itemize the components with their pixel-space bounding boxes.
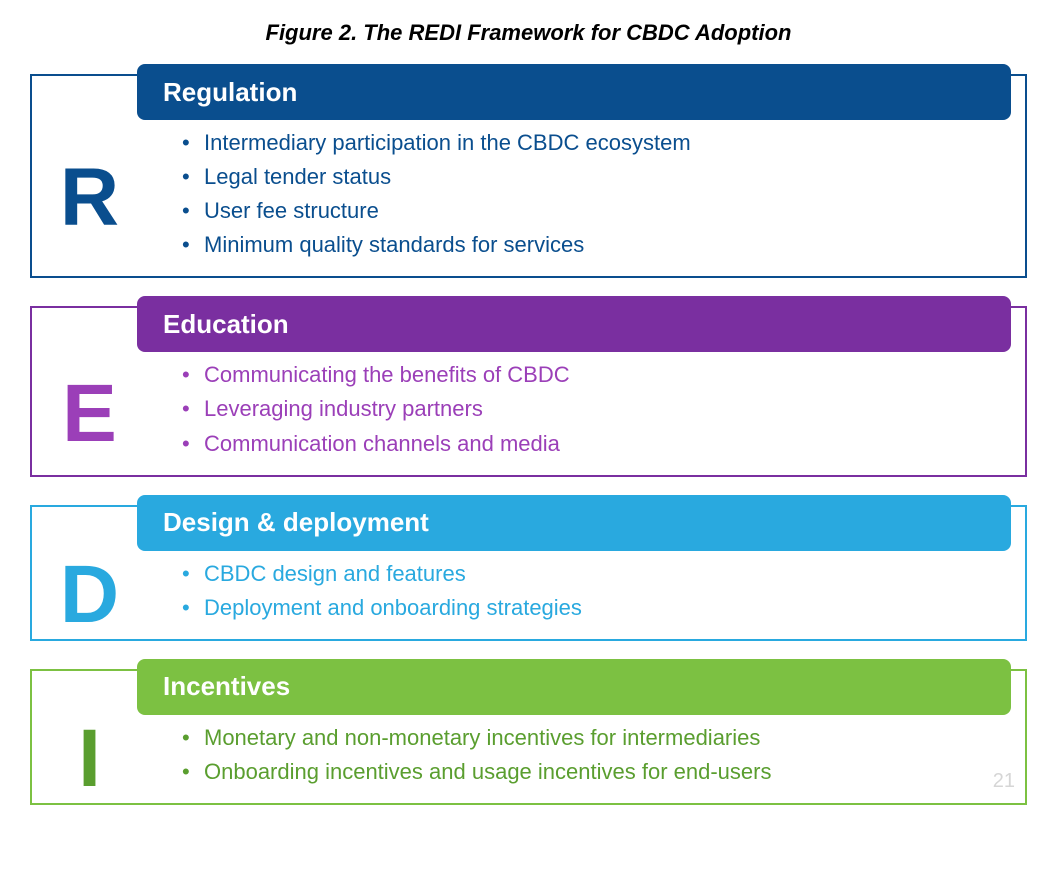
block-letter: R	[32, 120, 147, 276]
bullet-item: Legal tender status	[182, 160, 1005, 194]
framework-block-e: EducationECommunicating the benefits of …	[30, 306, 1027, 476]
bullet-item: Communication channels and media	[182, 427, 1005, 461]
block-bullets: Communicating the benefits of CBDCLevera…	[182, 358, 1005, 460]
block-header: Incentives	[137, 659, 1011, 715]
bullet-item: User fee structure	[182, 194, 1005, 228]
bullet-item: Intermediary participation in the CBDC e…	[182, 126, 1005, 160]
block-header: Education	[137, 296, 1011, 352]
block-header: Design & deployment	[137, 495, 1011, 551]
block-bullets: Intermediary participation in the CBDC e…	[182, 126, 1005, 262]
figure-title: Figure 2. The REDI Framework for CBDC Ad…	[30, 20, 1027, 46]
bullet-item: Communicating the benefits of CBDC	[182, 358, 1005, 392]
block-letter: D	[32, 551, 147, 639]
block-letter: I	[32, 715, 147, 803]
block-letter: E	[32, 352, 147, 474]
page-number: 21	[993, 770, 1015, 793]
bullet-item: Minimum quality standards for services	[182, 228, 1005, 262]
framework-blocks: RegulationRIntermediary participation in…	[30, 74, 1027, 805]
framework-block-r: RegulationRIntermediary participation in…	[30, 74, 1027, 278]
framework-block-d: Design & deploymentDCBDC design and feat…	[30, 505, 1027, 641]
bullet-item: CBDC design and features	[182, 557, 1005, 591]
block-header: Regulation	[137, 64, 1011, 120]
block-bullets: Monetary and non-monetary incentives for…	[182, 721, 1005, 789]
bullet-item: Deployment and onboarding strategies	[182, 591, 1005, 625]
block-bullets: CBDC design and featuresDeployment and o…	[182, 557, 1005, 625]
framework-block-i: IncentivesIMonetary and non-monetary inc…	[30, 669, 1027, 805]
bullet-item: Monetary and non-monetary incentives for…	[182, 721, 1005, 755]
bullet-item: Onboarding incentives and usage incentiv…	[182, 755, 1005, 789]
bullet-item: Leveraging industry partners	[182, 392, 1005, 426]
